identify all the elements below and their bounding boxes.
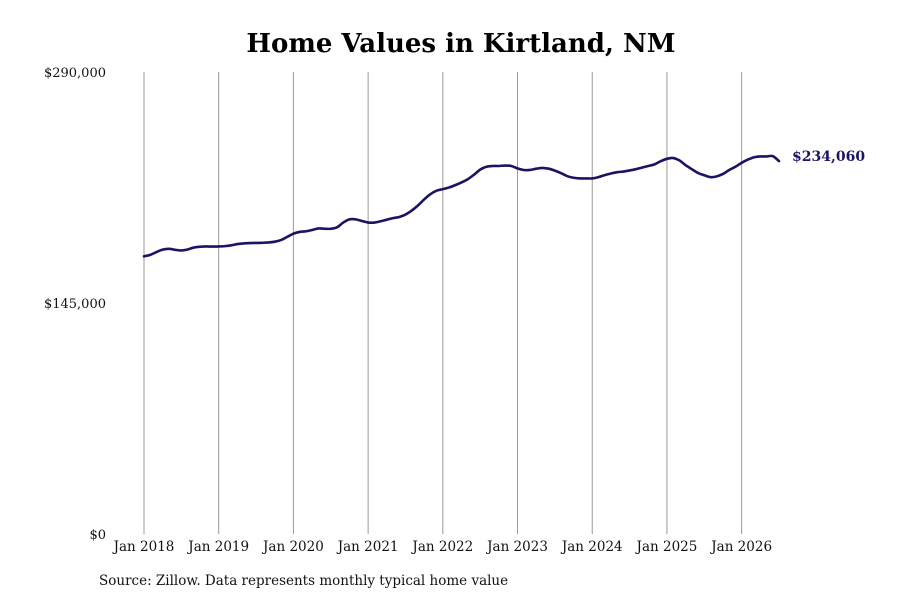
- home-value-line: [142, 154, 781, 258]
- vertical-gridlines: [143, 72, 743, 534]
- x-axis-tick-labels: Jan 2018 Jan 2019 Jan 2020 Jan 2021 Jan 2022…: [112, 539, 772, 555]
- y-tick-label: $0: [89, 528, 106, 543]
- x-tick-label: Jan 2018: [112, 539, 175, 555]
- x-tick-label: Jan 2024: [560, 539, 623, 555]
- x-tick-label: Jan 2023: [485, 539, 548, 555]
- y-axis-tick-labels: $0 $145,000 $290,000: [44, 66, 106, 543]
- latest-value-label: $234,060: [792, 149, 865, 165]
- chart-title: Home Values in Kirtland, NM: [246, 29, 675, 59]
- source-note: Source: Zillow. Data represents monthly …: [99, 573, 509, 589]
- x-tick-label: Jan 2025: [635, 539, 698, 555]
- x-tick-label: Jan 2026: [709, 539, 772, 555]
- x-tick-label: Jan 2022: [410, 539, 473, 555]
- x-tick-label: Jan 2021: [336, 539, 399, 555]
- x-tick-label: Jan 2020: [261, 539, 324, 555]
- y-tick-label: $290,000: [44, 66, 106, 81]
- x-tick-label: Jan 2019: [186, 539, 249, 555]
- y-tick-label: $145,000: [44, 297, 106, 312]
